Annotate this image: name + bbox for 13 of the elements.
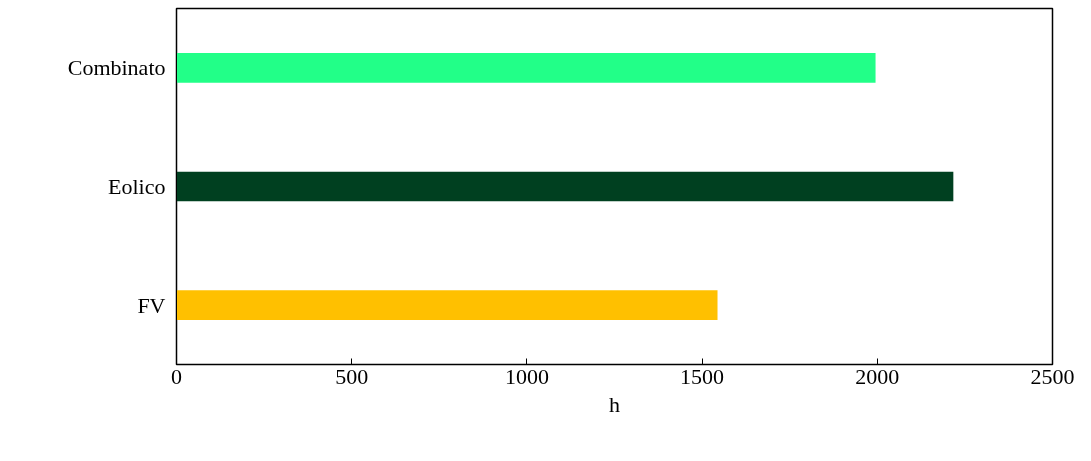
bar <box>176 53 876 83</box>
y-tick-label: Combinato <box>67 55 166 81</box>
y-tick-label: FV <box>137 292 166 318</box>
x-tick-label: 1000 <box>504 363 549 389</box>
y-tick-label: Eolico <box>108 174 166 199</box>
x-tick-label: 0 <box>171 363 182 389</box>
x-tick-label: 1500 <box>680 363 725 389</box>
x-tick-label: 2000 <box>855 363 900 389</box>
bar <box>176 171 954 202</box>
x-tick-label: 500 <box>335 363 369 389</box>
x-tick-label: 2500 <box>1030 363 1075 389</box>
bar <box>176 290 718 320</box>
x-axis-title: h <box>609 391 620 417</box>
